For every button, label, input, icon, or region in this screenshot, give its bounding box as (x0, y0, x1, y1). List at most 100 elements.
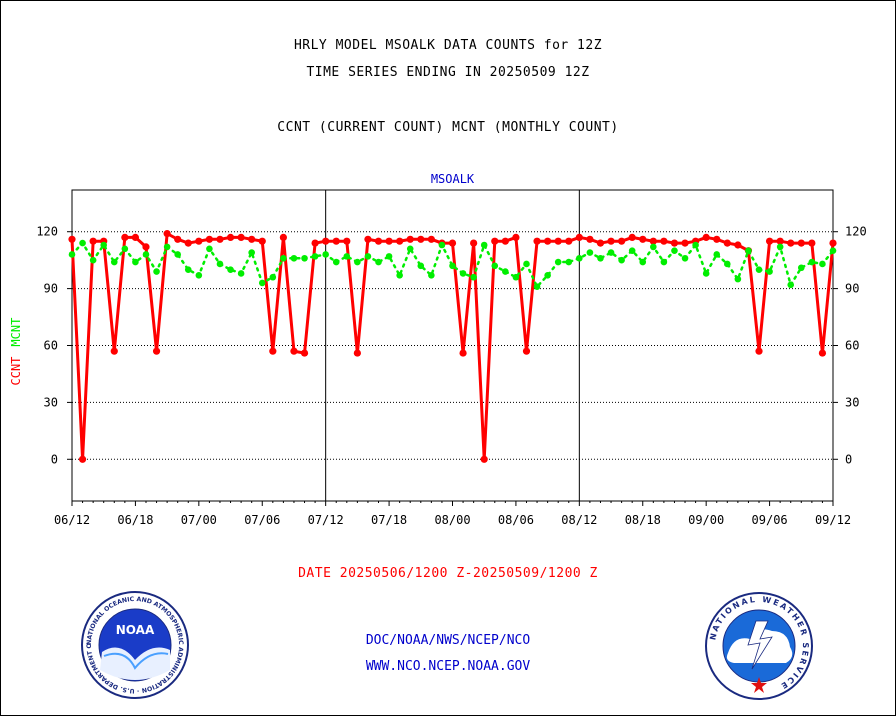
y-tick-label-right: 60 (845, 339, 859, 353)
point-ccnt (723, 239, 731, 247)
point-ccnt (110, 347, 118, 355)
point-mcnt (565, 258, 573, 266)
point-ccnt (184, 239, 192, 247)
point-ccnt (258, 237, 266, 245)
point-mcnt (163, 243, 171, 251)
point-mcnt (523, 260, 530, 268)
point-ccnt (374, 237, 383, 245)
x-tick-label: 09/00 (688, 513, 724, 527)
chart-title: MSOALK (431, 172, 475, 186)
chart-title-line1: HRLY MODEL MSOALK DATA COUNTS for 12Z (293, 38, 603, 53)
x-tick-label: 06/12 (54, 513, 90, 527)
point-ccnt (300, 349, 309, 357)
point-ccnt (290, 347, 298, 355)
y-axis-label: CCNT MCNT (9, 318, 23, 386)
point-mcnt (808, 258, 816, 266)
point-mcnt (280, 254, 287, 262)
point-ccnt (565, 237, 573, 245)
org-path-label: DOC/NOAA/NWS/NCEP/NCO (365, 633, 531, 648)
point-mcnt (354, 258, 361, 266)
point-mcnt (322, 251, 329, 258)
point-ccnt (311, 239, 319, 247)
point-mcnt (628, 247, 636, 254)
y-axis-label-mcnt: MCNT (9, 318, 23, 347)
point-mcnt (269, 273, 277, 281)
point-ccnt (480, 455, 488, 463)
point-mcnt (248, 249, 255, 256)
point-mcnt (227, 266, 234, 273)
point-mcnt (618, 256, 625, 264)
x-tick-label: 08/00 (434, 513, 470, 527)
point-ccnt (353, 349, 361, 357)
point-ccnt (501, 237, 509, 245)
point-mcnt (576, 254, 583, 262)
point-mcnt (480, 241, 488, 249)
y-axis-label-ccnt: CCNT (9, 357, 23, 386)
point-ccnt (787, 239, 795, 247)
point-ccnt (713, 235, 721, 243)
point-mcnt (745, 247, 752, 254)
point-mcnt (237, 270, 245, 277)
point-mcnt (195, 272, 203, 279)
point-ccnt (681, 239, 689, 247)
point-mcnt (258, 279, 266, 287)
point-ccnt (121, 233, 129, 242)
point-mcnt (692, 241, 699, 249)
time-series-chart: 0 0 30 30 60 60 90 90 120 120 06/12 06/18 07/00 07/06… (9, 172, 867, 527)
point-ccnt (522, 347, 531, 355)
y-tick-label-left: 120 (36, 225, 58, 239)
x-tick-label: 09/12 (815, 513, 851, 527)
point-mcnt (829, 247, 837, 254)
point-ccnt (78, 455, 87, 463)
point-mcnt (385, 253, 393, 260)
point-ccnt (829, 239, 837, 247)
point-mcnt (417, 262, 425, 270)
point-ccnt (417, 235, 425, 243)
point-ccnt (491, 237, 499, 245)
point-mcnt (544, 272, 551, 279)
point-mcnt (787, 281, 795, 289)
point-mcnt (89, 256, 97, 264)
point-mcnt (142, 251, 150, 258)
point-mcnt (734, 275, 742, 283)
x-tick-label: 07/06 (244, 513, 280, 527)
point-ccnt (639, 235, 647, 243)
point-ccnt (448, 239, 457, 247)
point-mcnt (755, 266, 763, 273)
point-mcnt (766, 268, 773, 275)
point-ccnt (427, 235, 435, 243)
x-tick-label: 07/12 (308, 513, 344, 527)
point-mcnt (702, 270, 710, 277)
point-mcnt (797, 264, 805, 272)
point-mcnt (660, 258, 668, 266)
point-mcnt (776, 243, 784, 251)
y-tick-label-left: 0 (51, 452, 58, 466)
point-mcnt (174, 251, 181, 258)
point-ccnt (544, 237, 552, 245)
point-ccnt (131, 233, 140, 242)
y-tick-label-right: 120 (845, 225, 867, 239)
chart-subtitle: CCNT (CURRENT COUNT) MCNT (MONTHLY COUNT… (277, 120, 619, 135)
nws-logo: NATIONAL WEATHER SERVICE (705, 592, 813, 700)
point-ccnt (396, 237, 404, 245)
y-tick-label-left: 90 (44, 282, 58, 296)
point-ccnt (586, 235, 594, 243)
point-ccnt (554, 237, 562, 245)
point-ccnt (68, 235, 76, 243)
point-ccnt (459, 349, 467, 357)
point-mcnt (406, 245, 414, 253)
chart-title-line2: TIME SERIES ENDING IN 20250509 12Z (306, 65, 590, 80)
point-ccnt (205, 235, 214, 243)
point-mcnt (491, 262, 499, 270)
point-ccnt (470, 239, 478, 247)
point-ccnt (660, 237, 668, 245)
x-tick-label: 07/18 (371, 513, 407, 527)
noaa-logo: NOAA NATIONAL OCEANIC AND ATMOSPHERIC AD… (80, 590, 189, 699)
point-ccnt (618, 237, 626, 245)
point-ccnt (89, 237, 97, 245)
point-ccnt (174, 235, 182, 243)
point-ccnt (596, 239, 605, 247)
point-mcnt (332, 258, 340, 266)
point-ccnt (269, 347, 277, 355)
point-mcnt (153, 268, 160, 275)
